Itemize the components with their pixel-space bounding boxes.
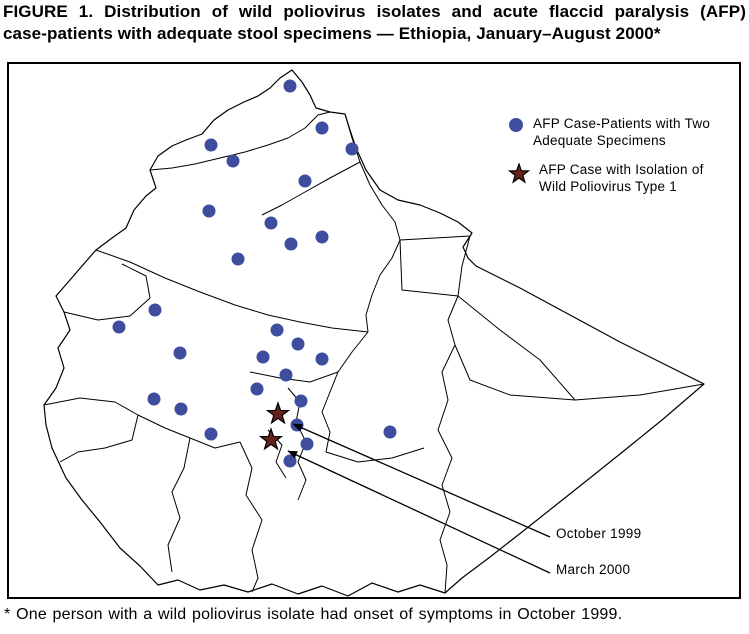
afp-case-point: [283, 454, 297, 468]
figure-title-line2: case-patients with adequate stool specim…: [3, 24, 661, 43]
region-boundary-benishangul: [63, 263, 151, 321]
region-boundary-addis-area: [249, 371, 339, 383]
afp-case-point: [250, 382, 264, 396]
afp-case-point: [345, 142, 359, 156]
afp-case-point: [284, 237, 298, 251]
afp-circle-icon: [509, 118, 523, 132]
afp-case-point: [270, 323, 284, 337]
figure-footnote: * One person with a wild poliovirus isol…: [4, 606, 623, 623]
afp-case-point: [202, 204, 216, 218]
afp-case-point: [283, 79, 297, 93]
region-boundary-wollo: [261, 161, 361, 216]
region-boundary-somali-internal-2: [457, 295, 576, 401]
afp-case-point: [300, 437, 314, 451]
region-boundary-oromia-east: [321, 331, 369, 453]
afp-case-point: [147, 392, 161, 406]
afp-case-point: [315, 230, 329, 244]
afp-case-point: [294, 394, 308, 408]
afp-case-point: [112, 320, 126, 334]
afp-case-point: [315, 352, 329, 366]
legend-item-poliovirus: AFP Case with Isolation of Wild Poliovir…: [508, 161, 733, 195]
region-boundary-tigray-south: [149, 111, 331, 171]
wild-poliovirus-points: [258, 401, 291, 451]
region-boundary-diredawa: [399, 235, 471, 297]
afp-case-point: [226, 154, 240, 168]
afp-case-point: [148, 303, 162, 317]
afp-case-point: [315, 121, 329, 135]
afp-case-points: [112, 79, 397, 468]
wild-poliovirus-point: [265, 401, 291, 425]
afp-case-point: [290, 418, 304, 432]
region-boundary-afar-west: [344, 113, 401, 333]
legend-item-afp-cases: AFP Case-Patients with Two Adequate Spec…: [508, 115, 733, 149]
region-boundary-snnpr-west: [167, 437, 191, 573]
legend-label-afp-cases: AFP Case-Patients with Two Adequate Spec…: [533, 116, 711, 148]
annotation-october-1999: October 1999: [556, 526, 642, 541]
leader-line-march: [287, 450, 551, 574]
map-legend: AFP Case-Patients with Two Adequate Spec…: [508, 115, 733, 207]
afp-case-point: [204, 138, 218, 152]
afp-case-point: [256, 350, 270, 364]
afp-case-point: [291, 337, 305, 351]
region-boundary-gambela: [43, 397, 139, 463]
ethiopia-outer-border: [43, 69, 705, 597]
region-boundary-somali-internal: [454, 344, 705, 401]
poliovirus-star-icon: [508, 163, 530, 184]
afp-case-point: [231, 252, 245, 266]
legend-label-poliovirus: AFP Case with Isolation of Wild Poliovir…: [539, 162, 704, 194]
region-boundary-amhara-south: [95, 249, 369, 333]
afp-case-point: [298, 174, 312, 188]
annotation-march-2000: March 2000: [556, 562, 631, 577]
region-boundary-somali-west: [437, 295, 459, 594]
region-boundary-snnpr-south: [239, 441, 263, 593]
wild-poliovirus-point: [258, 427, 284, 451]
afp-case-point: [264, 216, 278, 230]
leader-line-october: [292, 423, 551, 538]
figure-title-line1: FIGURE 1. Distribution of wild polioviru…: [3, 2, 746, 21]
afp-case-point: [204, 427, 218, 441]
figure-title: FIGURE 1. Distribution of wild polioviru…: [3, 1, 746, 45]
afp-case-point: [174, 402, 188, 416]
afp-case-point: [173, 346, 187, 360]
afp-case-point: [279, 368, 293, 382]
annotation-leader-lines: [287, 423, 551, 574]
afp-case-point: [383, 425, 397, 439]
